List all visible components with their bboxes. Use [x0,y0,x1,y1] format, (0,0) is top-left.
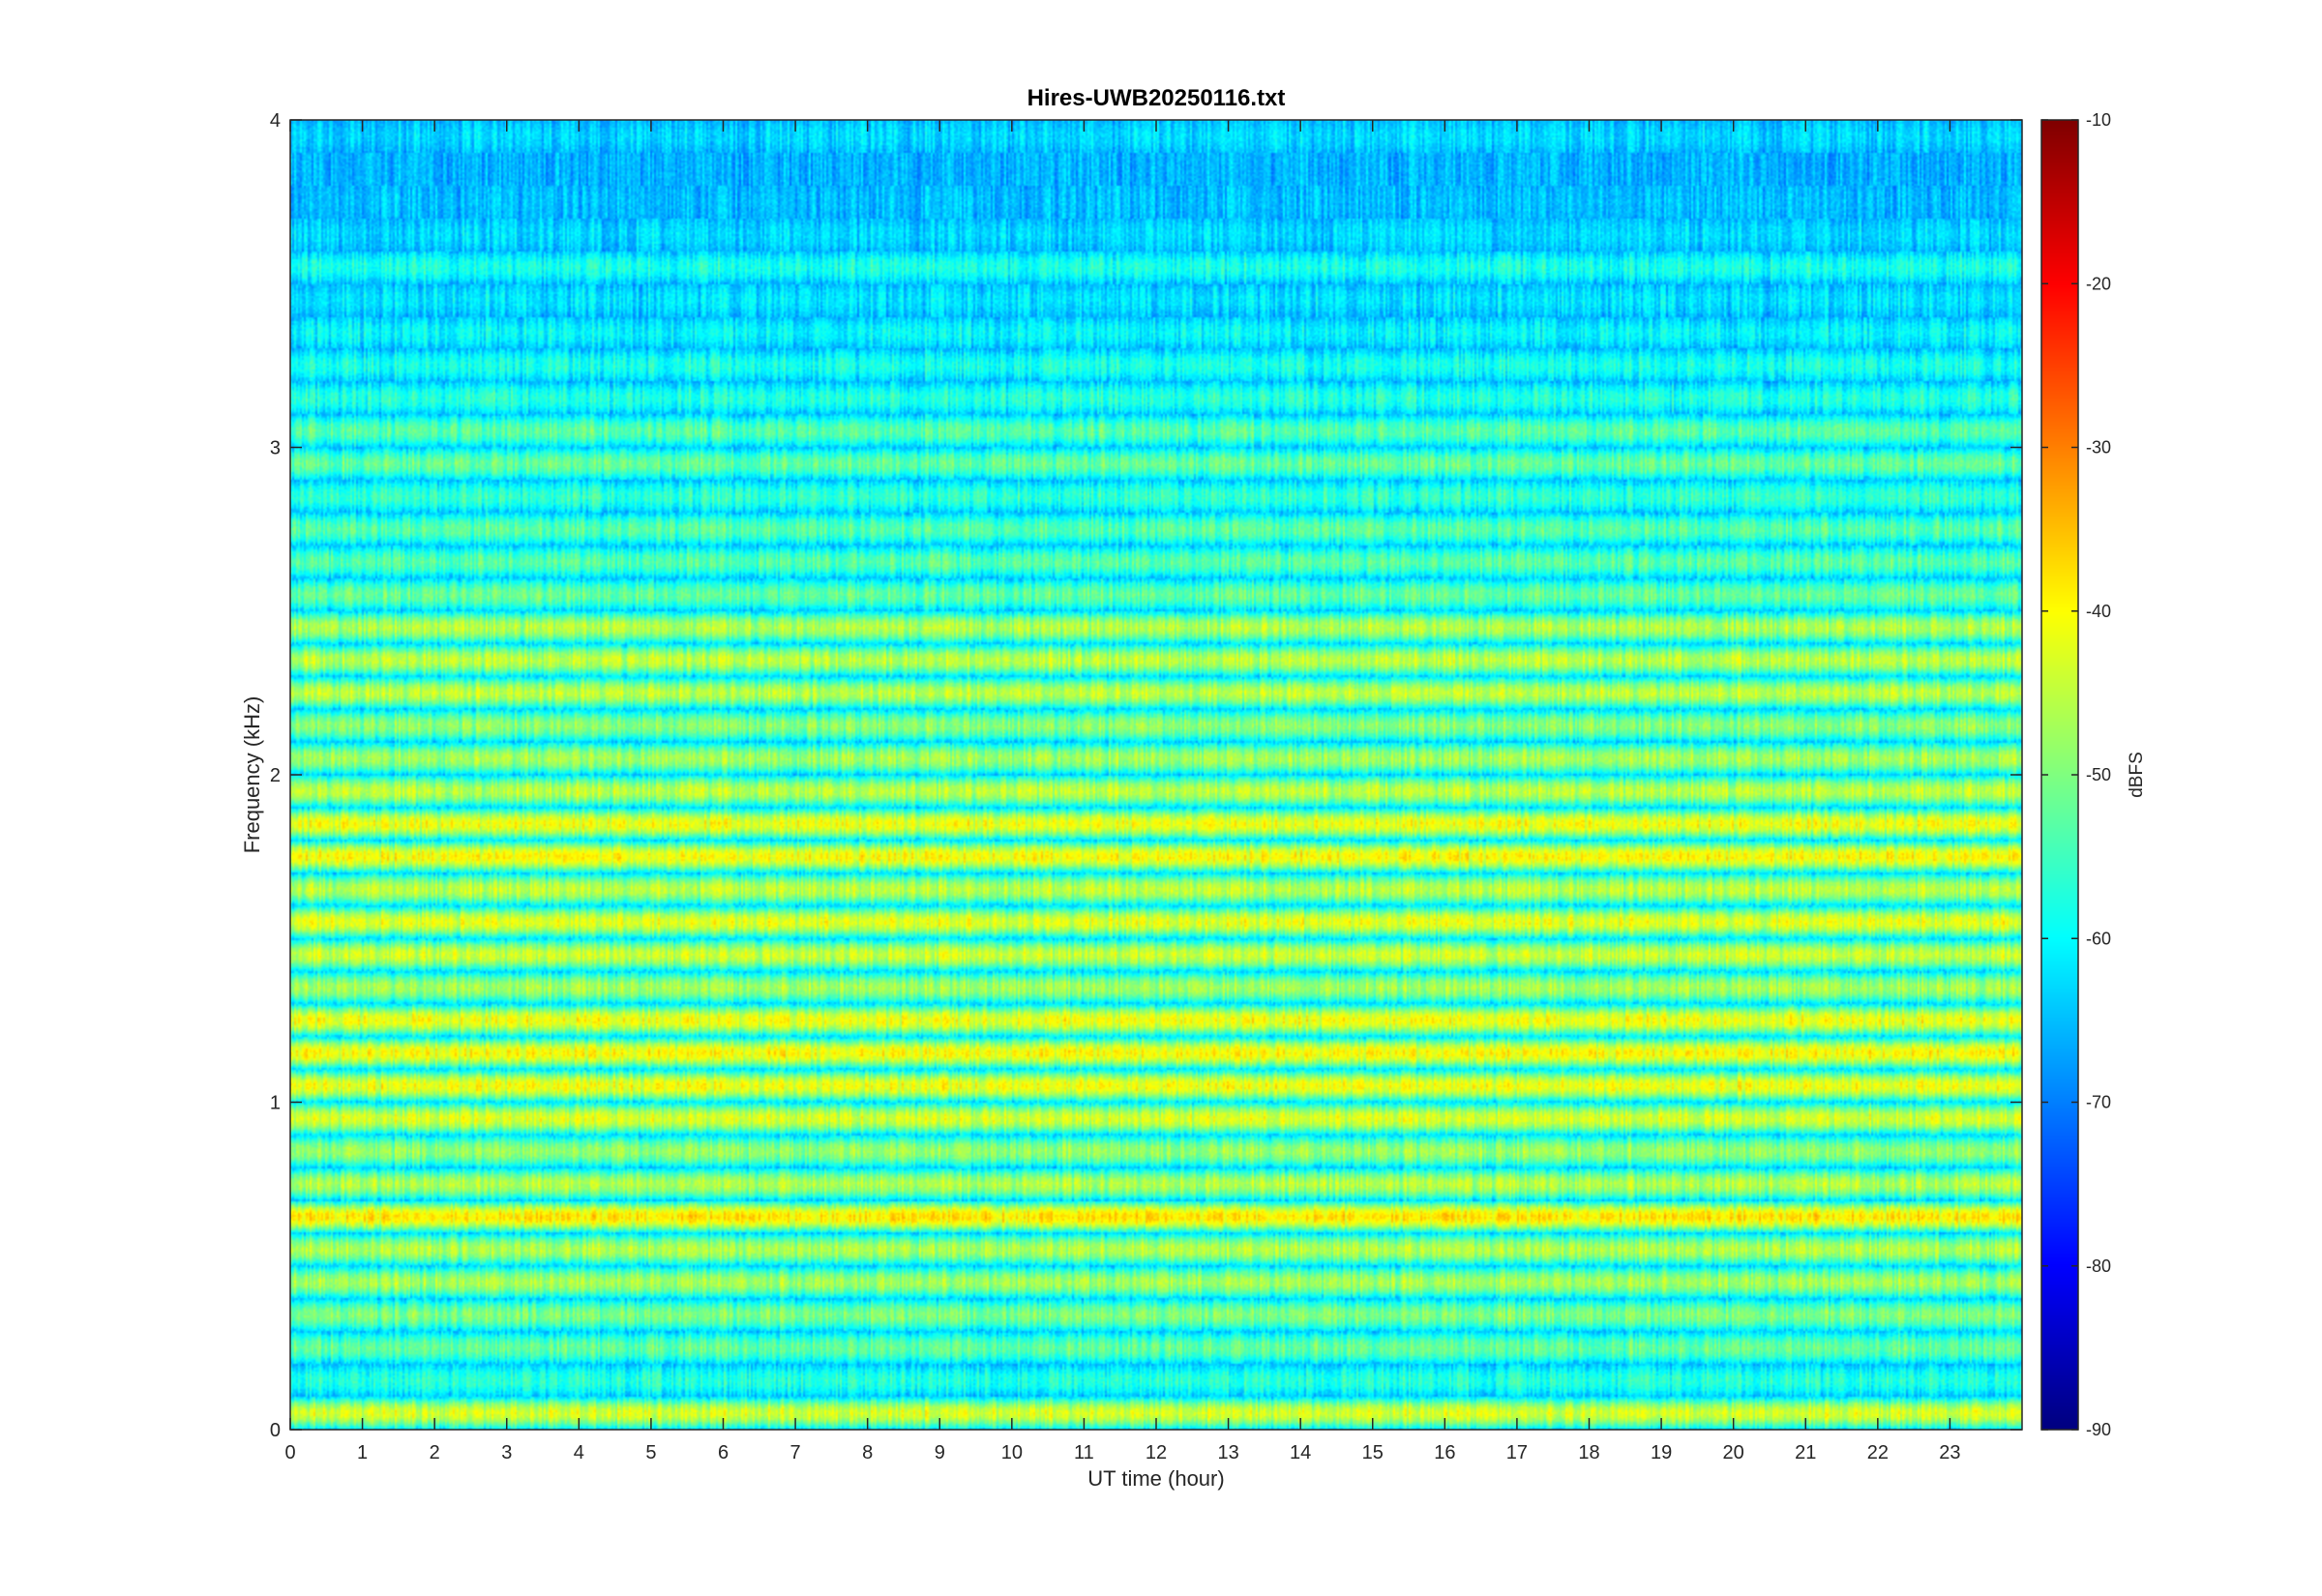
y-axis-ticks: 0 1 2 3 4 [270,110,2022,1441]
plot-frame [289,119,2023,1431]
colorbar-tick-label: -10 [2086,110,2111,130]
y-tick-label: 3 [270,438,281,459]
x-tick-label: 18 [1578,1442,1599,1463]
colorbar-tick-label: -70 [2086,1093,2111,1112]
x-tick-label: 23 [1939,1442,1960,1463]
x-tick-label: 15 [1362,1442,1384,1463]
x-tick-label: 1 [357,1442,368,1463]
colorbar-tick-label: -40 [2086,602,2111,621]
colorbar-tick-label: -80 [2086,1256,2111,1276]
y-tick-label: 0 [270,1420,281,1441]
spectrogram-plot-area [290,120,2022,1430]
colorbar-tick-label: -90 [2086,1420,2111,1439]
x-tick-label: 16 [1434,1442,1455,1463]
x-tick-label: 19 [1651,1442,1672,1463]
x-tick-label: 22 [1867,1442,1889,1463]
x-tick-label: 11 [1074,1442,1094,1463]
x-tick-label: 5 [645,1442,656,1463]
chart-title: Hires-UWB20250116.txt [1027,85,1286,111]
x-tick-label: 7 [790,1442,801,1463]
x-tick-label: 8 [862,1442,873,1463]
x-tick-label: 12 [1146,1442,1167,1463]
y-tick-label: 1 [270,1093,281,1114]
x-tick-label: 4 [574,1442,584,1463]
colorbar-tick-label: -30 [2086,438,2111,458]
y-tick-label: 2 [270,765,281,786]
y-tick-label: 4 [270,110,281,132]
colorbar-ticks: -90 -80 -70 -60 -50 -40 -30 -20 -10 [2041,110,2111,1439]
x-tick-label: 17 [1506,1442,1528,1463]
x-axis-ticks: 0 1 2 3 4 5 6 7 8 9 10 11 12 13 14 15 16 17 18 19 20 21 22 23 [284,120,1961,1463]
x-tick-label: 20 [1723,1442,1744,1463]
x-tick-label: 14 [1290,1442,1311,1463]
y-axis-label: Frequency (kHz) [240,696,264,854]
x-tick-label: 3 [501,1442,512,1463]
x-tick-label: 6 [718,1442,729,1463]
x-axis-label: UT time (hour) [1087,1466,1224,1491]
x-tick-label: 21 [1795,1442,1816,1463]
x-tick-label: 0 [284,1442,295,1463]
colorbar-label: dBFS [2127,752,2147,798]
x-tick-label: 13 [1217,1442,1238,1463]
colorbar-tick-label: -50 [2086,765,2111,784]
x-tick-label: 2 [430,1442,440,1463]
colorbar-tick-label: -20 [2086,274,2111,293]
colorbar-tick-label: -60 [2086,929,2111,948]
x-tick-label: 10 [1001,1442,1023,1463]
x-tick-label: 9 [935,1442,945,1463]
